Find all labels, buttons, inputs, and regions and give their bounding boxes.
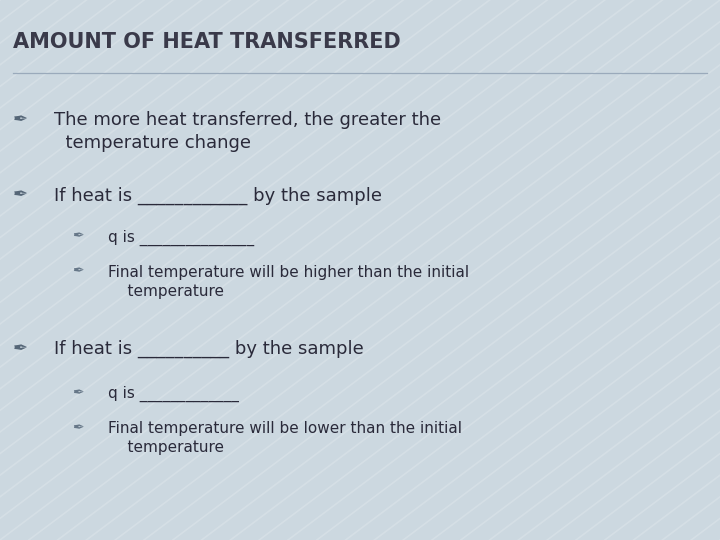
- Text: AMOUNT OF HEAT TRANSFERRED: AMOUNT OF HEAT TRANSFERRED: [13, 32, 401, 52]
- Text: Final temperature will be higher than the initial
    temperature: Final temperature will be higher than th…: [108, 265, 469, 299]
- Text: q is _____________: q is _____________: [108, 386, 239, 402]
- Text: ✒: ✒: [72, 421, 84, 435]
- Text: If heat is __________ by the sample: If heat is __________ by the sample: [54, 340, 364, 359]
- Text: ✒: ✒: [72, 386, 84, 400]
- Text: If heat is ____________ by the sample: If heat is ____________ by the sample: [54, 186, 382, 205]
- Text: ✒: ✒: [13, 111, 28, 129]
- Text: ✒: ✒: [13, 186, 28, 204]
- Text: ✒: ✒: [72, 265, 84, 279]
- Text: ✒: ✒: [72, 230, 84, 244]
- Text: ✒: ✒: [13, 340, 28, 358]
- Text: Final temperature will be lower than the initial
    temperature: Final temperature will be lower than the…: [108, 421, 462, 455]
- Text: The more heat transferred, the greater the
  temperature change: The more heat transferred, the greater t…: [54, 111, 441, 152]
- Text: q is _______________: q is _______________: [108, 230, 254, 246]
